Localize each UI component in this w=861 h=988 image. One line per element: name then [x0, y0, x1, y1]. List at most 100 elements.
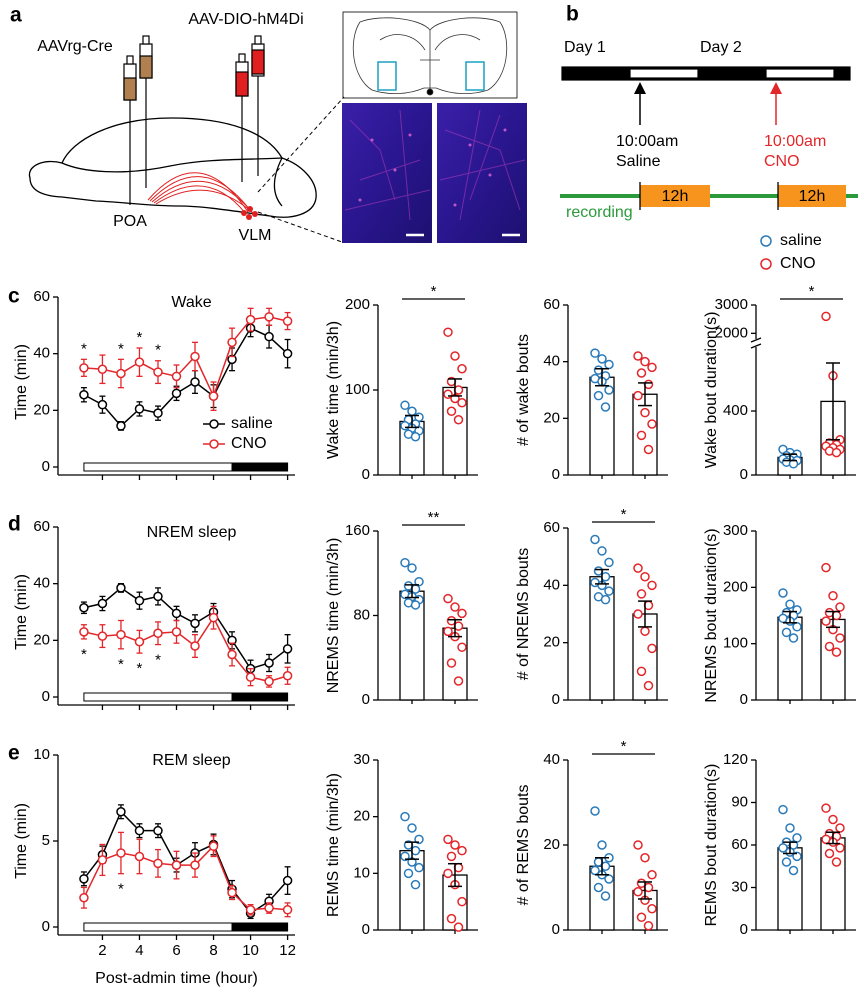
series-line [83, 616, 288, 683]
significance-label: * [809, 283, 815, 300]
legend-label: CNO [780, 255, 816, 272]
y-tick-label: 20 [543, 634, 560, 651]
data-point [153, 858, 163, 869]
y-tick-label: 90 [731, 793, 748, 810]
brain-diagram [28, 117, 317, 218]
data-point [781, 857, 792, 867]
data-point [282, 905, 293, 915]
panel-label: b [566, 3, 579, 26]
chart-title: Wake [171, 294, 211, 311]
data-point [633, 609, 643, 619]
data-point [590, 534, 600, 545]
light-dark-bar [83, 462, 233, 472]
series-line [83, 586, 289, 670]
data-point [821, 311, 831, 322]
data-point [600, 594, 611, 605]
data-point [835, 633, 845, 643]
data-point [785, 823, 795, 833]
significance-label: * [621, 738, 627, 755]
y-tick-label: 40 [33, 345, 50, 362]
light-dark-bar [83, 922, 233, 932]
data-point [643, 444, 654, 455]
y-tick-label: 0 [552, 466, 560, 483]
data-point [264, 658, 274, 668]
data-point [97, 364, 108, 374]
data-point [153, 628, 163, 638]
data-point [636, 912, 647, 922]
data-point [190, 351, 200, 362]
y-tick-label: 0 [362, 691, 370, 708]
data-point [171, 627, 182, 637]
data-point [446, 913, 457, 924]
data-point [410, 879, 421, 890]
data-point [443, 327, 453, 337]
data-point [282, 348, 293, 359]
data-point [116, 848, 126, 858]
data-point [403, 868, 414, 879]
series-line [83, 844, 288, 911]
data-point [457, 364, 467, 374]
annotation: * [137, 329, 143, 346]
y-tick-label: 10 [353, 864, 370, 881]
light-dark-timeline [561, 66, 851, 81]
data-point [116, 807, 126, 817]
data-point [245, 314, 256, 325]
data-point [134, 595, 145, 606]
x-tick-label: 10 [242, 942, 259, 959]
data-point [633, 840, 643, 850]
y-axis-label: # of NREMS bouts [515, 548, 532, 681]
y-tick-label: 60 [543, 519, 560, 536]
data-point [245, 672, 256, 682]
data-point [282, 671, 293, 681]
data-point [171, 608, 182, 619]
y-tick-label: 0 [740, 691, 748, 708]
data-point [79, 627, 89, 637]
data-point [835, 823, 845, 833]
data-point [597, 546, 607, 556]
data-point [792, 851, 802, 862]
y-tick-label: 160 [345, 522, 370, 539]
y-tick-label: 0 [42, 918, 50, 935]
recording-label: recording [566, 204, 633, 221]
y-axis-label: REMS time (min/3h) [325, 773, 342, 917]
data-point [134, 825, 145, 836]
data-point [647, 419, 657, 429]
data-point [116, 583, 126, 593]
data-point [778, 588, 788, 598]
data-point [153, 825, 163, 836]
data-point [282, 644, 293, 654]
data-point [208, 391, 219, 401]
data-point [414, 862, 424, 873]
data-point [443, 593, 453, 604]
legend-label: saline [780, 232, 822, 249]
data-point [828, 814, 838, 825]
data-point [79, 363, 89, 373]
panel-label: e [8, 742, 20, 765]
legend-label: saline [231, 415, 273, 432]
y-axis-label: NREMS bout duration(s) [703, 528, 720, 702]
data-point [457, 896, 467, 907]
data-point [410, 600, 421, 610]
y-tick-label: 10 [33, 746, 50, 763]
series-line [83, 327, 289, 427]
y-axis-label: # of REMS bouts [515, 785, 532, 906]
annotation: * [81, 340, 87, 357]
data-point [450, 602, 460, 612]
data-point [604, 874, 614, 884]
data-point [824, 641, 835, 652]
data-point [643, 921, 654, 931]
data-point [171, 860, 182, 870]
data-point [457, 845, 467, 856]
data-point [171, 388, 182, 399]
significance-label: * [621, 506, 627, 523]
data-point [640, 626, 650, 636]
treatment-label: Saline [616, 153, 661, 170]
data-point [636, 666, 647, 677]
data-point [457, 608, 467, 619]
data-point [636, 368, 647, 378]
data-point [647, 904, 657, 914]
y-tick-label: 0 [42, 458, 50, 475]
data-point [227, 887, 237, 898]
legend-marker [760, 235, 772, 247]
